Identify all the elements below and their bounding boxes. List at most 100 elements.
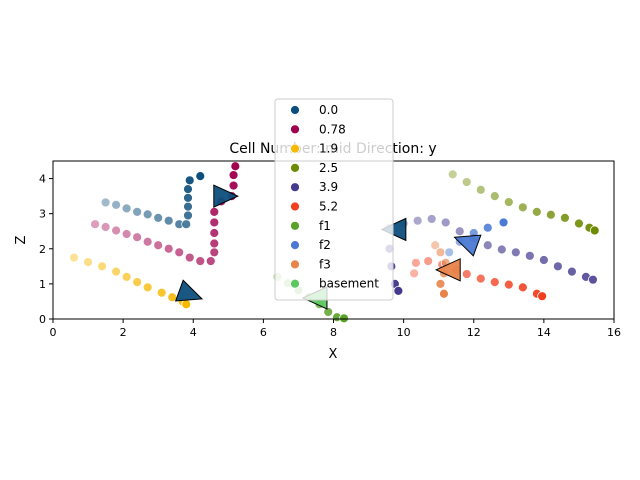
data-point [409, 268, 420, 279]
data-point [183, 184, 193, 194]
legend-label: basement [319, 277, 379, 291]
x-tick-label: 16 [607, 326, 621, 339]
direction-arrow-icon [453, 234, 482, 257]
data-point [142, 209, 153, 220]
data-point [153, 212, 164, 223]
x-tick-label: 6 [260, 326, 267, 339]
data-point [489, 191, 500, 202]
legend-entry: 2.5 [290, 161, 338, 175]
data-point [423, 256, 434, 266]
data-point [444, 247, 455, 258]
x-tick-label: 4 [190, 326, 197, 339]
legend-marker [290, 105, 300, 115]
data-point [482, 240, 493, 251]
y-tick-label: 0 [39, 313, 46, 326]
x-tick-label: 8 [330, 326, 337, 339]
data-point [461, 177, 472, 187]
legend-box [274, 98, 394, 301]
data-point [121, 229, 132, 239]
data-point [209, 207, 220, 217]
data-point [90, 219, 100, 230]
series-2.5 [447, 169, 600, 236]
legend-entry: f2 [290, 238, 331, 252]
legend-label: 0.78 [319, 122, 346, 136]
data-point [132, 207, 143, 217]
data-point [230, 161, 241, 172]
data-point [567, 266, 577, 277]
data-point [111, 225, 122, 236]
legend-marker [290, 143, 300, 154]
y-axis-label: Z [14, 235, 29, 244]
data-point [183, 201, 193, 212]
data-point [163, 215, 174, 226]
legend-label: 5.2 [319, 200, 338, 214]
data-point [553, 261, 563, 272]
data-point [153, 240, 164, 251]
data-point [100, 222, 111, 232]
y-tick-label: 4 [39, 173, 46, 186]
x-axis-label: X [329, 347, 338, 362]
data-point [545, 209, 556, 220]
data-point [195, 171, 206, 181]
data-point [132, 232, 143, 243]
data-point [482, 222, 493, 233]
legend-entry: 0.78 [290, 122, 346, 136]
data-point [498, 217, 509, 228]
data-point [503, 279, 514, 290]
x-tick-label: 2 [120, 326, 127, 339]
x-tick-label: 10 [397, 326, 411, 339]
data-point [426, 214, 437, 224]
data-point [510, 247, 521, 258]
legend-entry: 3.9 [290, 180, 338, 194]
data-point [339, 313, 349, 324]
data-point [524, 250, 535, 261]
data-point [184, 252, 195, 263]
legend-entry: 1.9 [290, 142, 338, 156]
legend-marker [290, 201, 300, 212]
data-point [503, 197, 514, 207]
direction-arrow-icon [213, 184, 240, 208]
y-tick-label: 1 [39, 278, 46, 291]
legend-label: 3.9 [319, 180, 338, 194]
data-point [228, 180, 239, 191]
data-point [183, 210, 193, 221]
data-point [156, 287, 167, 298]
data-point [538, 255, 549, 265]
series-0.78 [90, 161, 241, 266]
legend-label: f1 [319, 219, 331, 233]
data-point [588, 274, 598, 285]
legend-marker [290, 259, 300, 270]
data-point [228, 170, 239, 180]
data-point [181, 299, 192, 310]
data-point [440, 217, 451, 228]
data-point [97, 261, 107, 272]
data-point [412, 215, 423, 226]
data-point [209, 228, 220, 238]
data-point [69, 252, 79, 263]
data-point [475, 273, 486, 284]
data-point [574, 218, 584, 229]
legend-label: f3 [319, 257, 331, 271]
data-point [183, 192, 193, 203]
legend-marker [290, 182, 300, 193]
data-point [537, 291, 548, 302]
data-point [111, 266, 122, 277]
data-point [430, 240, 441, 251]
data-point [121, 203, 132, 214]
legend-label: 2.5 [319, 161, 338, 175]
data-point [454, 226, 465, 237]
data-point [461, 269, 472, 279]
legend-entry: f3 [290, 257, 331, 271]
data-point [209, 217, 220, 228]
data-point [439, 288, 449, 299]
data-point [195, 256, 206, 266]
x-tick-label: 0 [50, 326, 57, 339]
data-point [435, 278, 446, 289]
data-point [163, 243, 174, 254]
data-point [111, 199, 122, 210]
legend-label: 1.9 [319, 142, 338, 156]
series-1.9 [69, 252, 192, 310]
legend-entry: 5.2 [290, 200, 338, 214]
data-point [209, 238, 220, 249]
